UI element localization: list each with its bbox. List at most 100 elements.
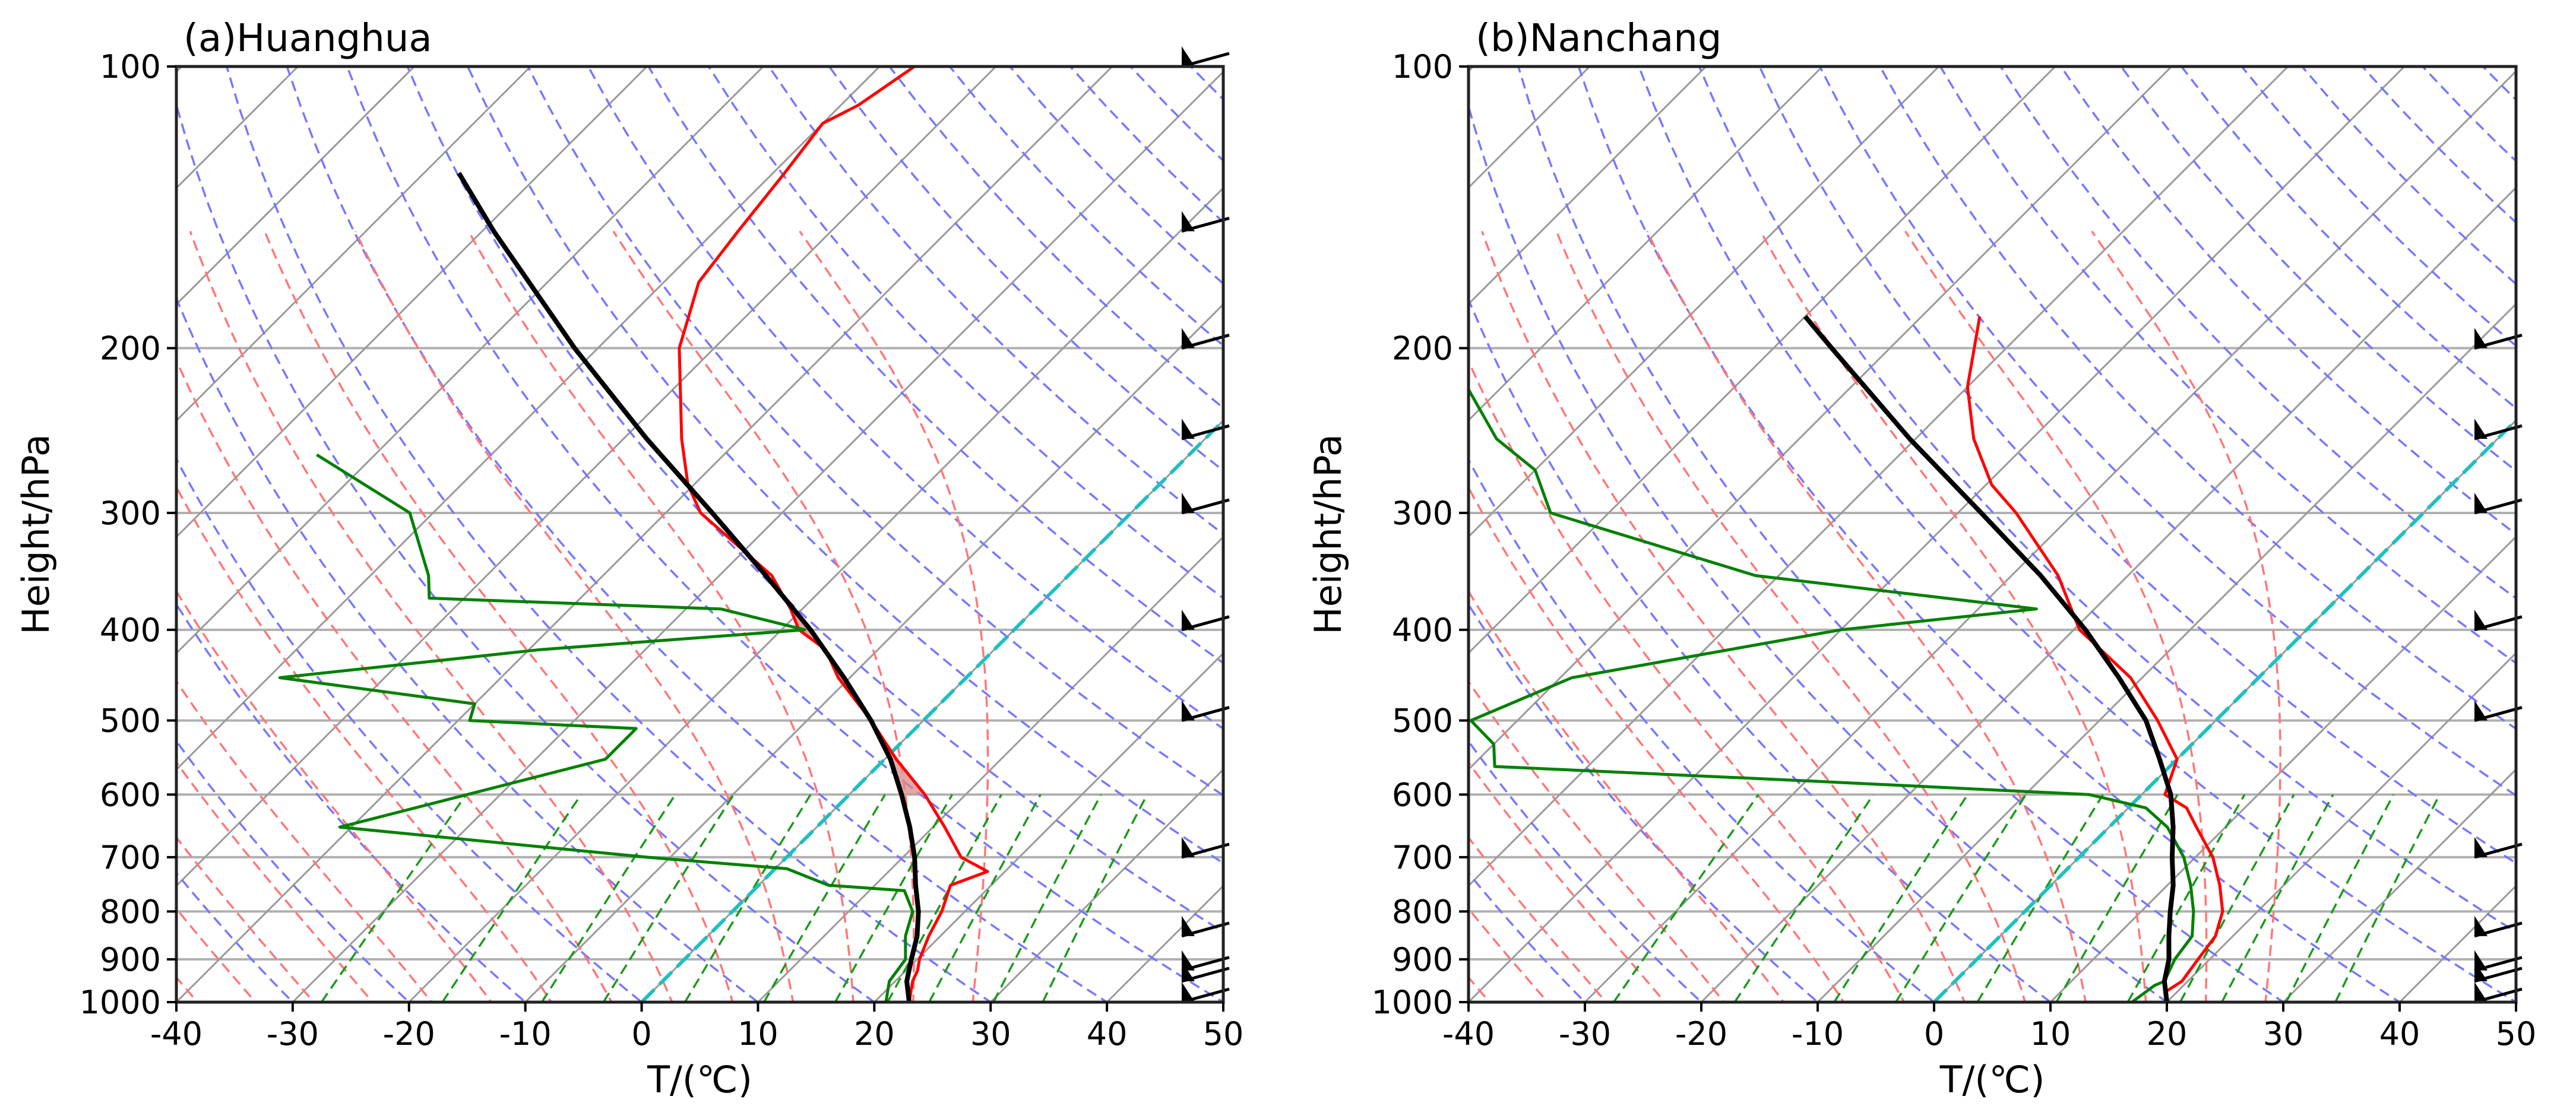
temperature-point bbox=[2195, 825, 2198, 829]
isotherm bbox=[176, 66, 531, 422]
isotherm bbox=[2166, 651, 2516, 1002]
wind-barb bbox=[1181, 836, 1230, 859]
isotherm bbox=[1106, 884, 1223, 1002]
x-tick-label: 0 bbox=[631, 1015, 651, 1053]
plot-area-b bbox=[1469, 66, 2516, 1002]
plot-area-a bbox=[176, 66, 1223, 1002]
dry-adiabat bbox=[2060, 66, 2516, 536]
y-tick-label: 600 bbox=[100, 776, 161, 813]
dewpoint-point bbox=[1839, 628, 1843, 632]
mixing-ratio-line bbox=[683, 794, 812, 1002]
moist-adiabat bbox=[1480, 230, 1966, 1002]
dry-adiabat bbox=[1469, 739, 1703, 1002]
parcel-point bbox=[2170, 855, 2174, 859]
wind-barb-flag bbox=[1182, 419, 1195, 439]
moist-adiabat bbox=[264, 230, 734, 1002]
dry-adiabat bbox=[527, 66, 1223, 797]
wind-barb bbox=[2474, 982, 2523, 1004]
wind-barb-flag bbox=[2474, 982, 2488, 1002]
dewpoint-point bbox=[2087, 793, 2091, 796]
wind-barb bbox=[1181, 328, 1230, 350]
wind-barb-flag bbox=[1182, 211, 1195, 232]
temperature-point bbox=[736, 230, 740, 233]
y-tick-label: 400 bbox=[1392, 611, 1453, 649]
isotherm bbox=[1469, 66, 2289, 888]
dry-adiabat bbox=[707, 66, 1223, 600]
wind-barb bbox=[2474, 492, 2523, 515]
parcel-point bbox=[905, 980, 909, 983]
dewpoint-point bbox=[1533, 468, 1537, 472]
isotherm bbox=[176, 66, 415, 306]
y-axis-label: Height/hPa bbox=[1306, 434, 1350, 635]
wind-barb-flag bbox=[2474, 492, 2488, 513]
moist-adiabat bbox=[1469, 359, 1906, 1002]
isotherm bbox=[874, 652, 1223, 1002]
parcel-point bbox=[764, 574, 768, 578]
x-tick-label: 20 bbox=[2147, 1015, 2188, 1053]
mixing-ratio-line bbox=[2221, 794, 2334, 1002]
parcel-point bbox=[2172, 883, 2175, 887]
temperature-point bbox=[943, 825, 947, 829]
dewpoint-point bbox=[904, 934, 907, 938]
wind-barb bbox=[1181, 211, 1230, 233]
isotherm bbox=[1222, 1000, 1223, 1002]
y-tick-label: 500 bbox=[1392, 702, 1453, 740]
wind-barb bbox=[2474, 836, 2523, 859]
temperature-point bbox=[2185, 806, 2188, 810]
y-tick-label: 200 bbox=[100, 329, 161, 367]
temperature-series bbox=[1966, 316, 2224, 1002]
dry-adiabat bbox=[226, 66, 993, 1002]
x-tick-label: -20 bbox=[1675, 1015, 1727, 1053]
dry-adiabat bbox=[2240, 66, 2516, 347]
x-tick-label: 50 bbox=[1203, 1015, 1244, 1053]
parcel-point bbox=[573, 346, 577, 350]
wind-barbs-b bbox=[2474, 328, 2523, 1004]
y-tick-label: 400 bbox=[100, 611, 161, 649]
dewpoint-point bbox=[315, 453, 318, 457]
temperature-point bbox=[2180, 980, 2183, 983]
dry-adiabat bbox=[176, 739, 411, 1002]
dry-adiabat bbox=[406, 66, 1223, 933]
y-tick-label: 900 bbox=[100, 941, 161, 978]
moist-adiabat bbox=[176, 484, 553, 1002]
y-tick-label: 800 bbox=[100, 893, 161, 930]
isotherm bbox=[176, 66, 881, 771]
dry-adiabat bbox=[1469, 457, 1936, 1002]
dewpoint-point bbox=[803, 628, 806, 632]
wind-barb-flag bbox=[2474, 950, 2488, 971]
temperature-point bbox=[770, 574, 774, 578]
dewpoint-point bbox=[719, 607, 723, 611]
parcel-point bbox=[913, 855, 916, 859]
wind-barb-flag bbox=[1182, 700, 1195, 721]
dry-adiabat bbox=[1189, 66, 1223, 101]
dry-adiabat bbox=[286, 66, 1109, 1002]
dewpoint-point bbox=[1492, 743, 1496, 746]
isotherm bbox=[176, 66, 997, 888]
moist-adiabat bbox=[1904, 230, 2208, 1002]
isotherm bbox=[292, 70, 1223, 1002]
temperature-line bbox=[1966, 316, 2224, 1002]
dewpoint-point bbox=[604, 758, 607, 761]
moist-adiabat bbox=[354, 230, 795, 1002]
temperature-point bbox=[2218, 883, 2221, 887]
dewpoint-point bbox=[904, 958, 907, 961]
parcel-point bbox=[2169, 793, 2173, 796]
wind-barb-flag bbox=[1182, 609, 1195, 630]
mixing-ratio-line bbox=[887, 794, 1003, 1002]
dry-adiabat bbox=[1939, 66, 2516, 665]
x-tick-label: 10 bbox=[2030, 1015, 2071, 1053]
parcel-point bbox=[2158, 758, 2162, 761]
dewpoint-point bbox=[903, 889, 906, 892]
y-tick-label: 1000 bbox=[1372, 984, 1453, 1021]
temperature-point bbox=[911, 980, 914, 983]
wind-barb bbox=[1181, 46, 1230, 68]
dewpoint-point bbox=[428, 597, 431, 600]
wind-barb bbox=[1181, 982, 1230, 1004]
panel-title-b: (b)Nanchang bbox=[1476, 17, 1721, 61]
isotherm bbox=[524, 303, 1223, 1002]
dry-adiabat bbox=[1577, 66, 2402, 1002]
parcel-point bbox=[910, 958, 913, 961]
x-tick-label: 40 bbox=[2379, 1015, 2420, 1053]
